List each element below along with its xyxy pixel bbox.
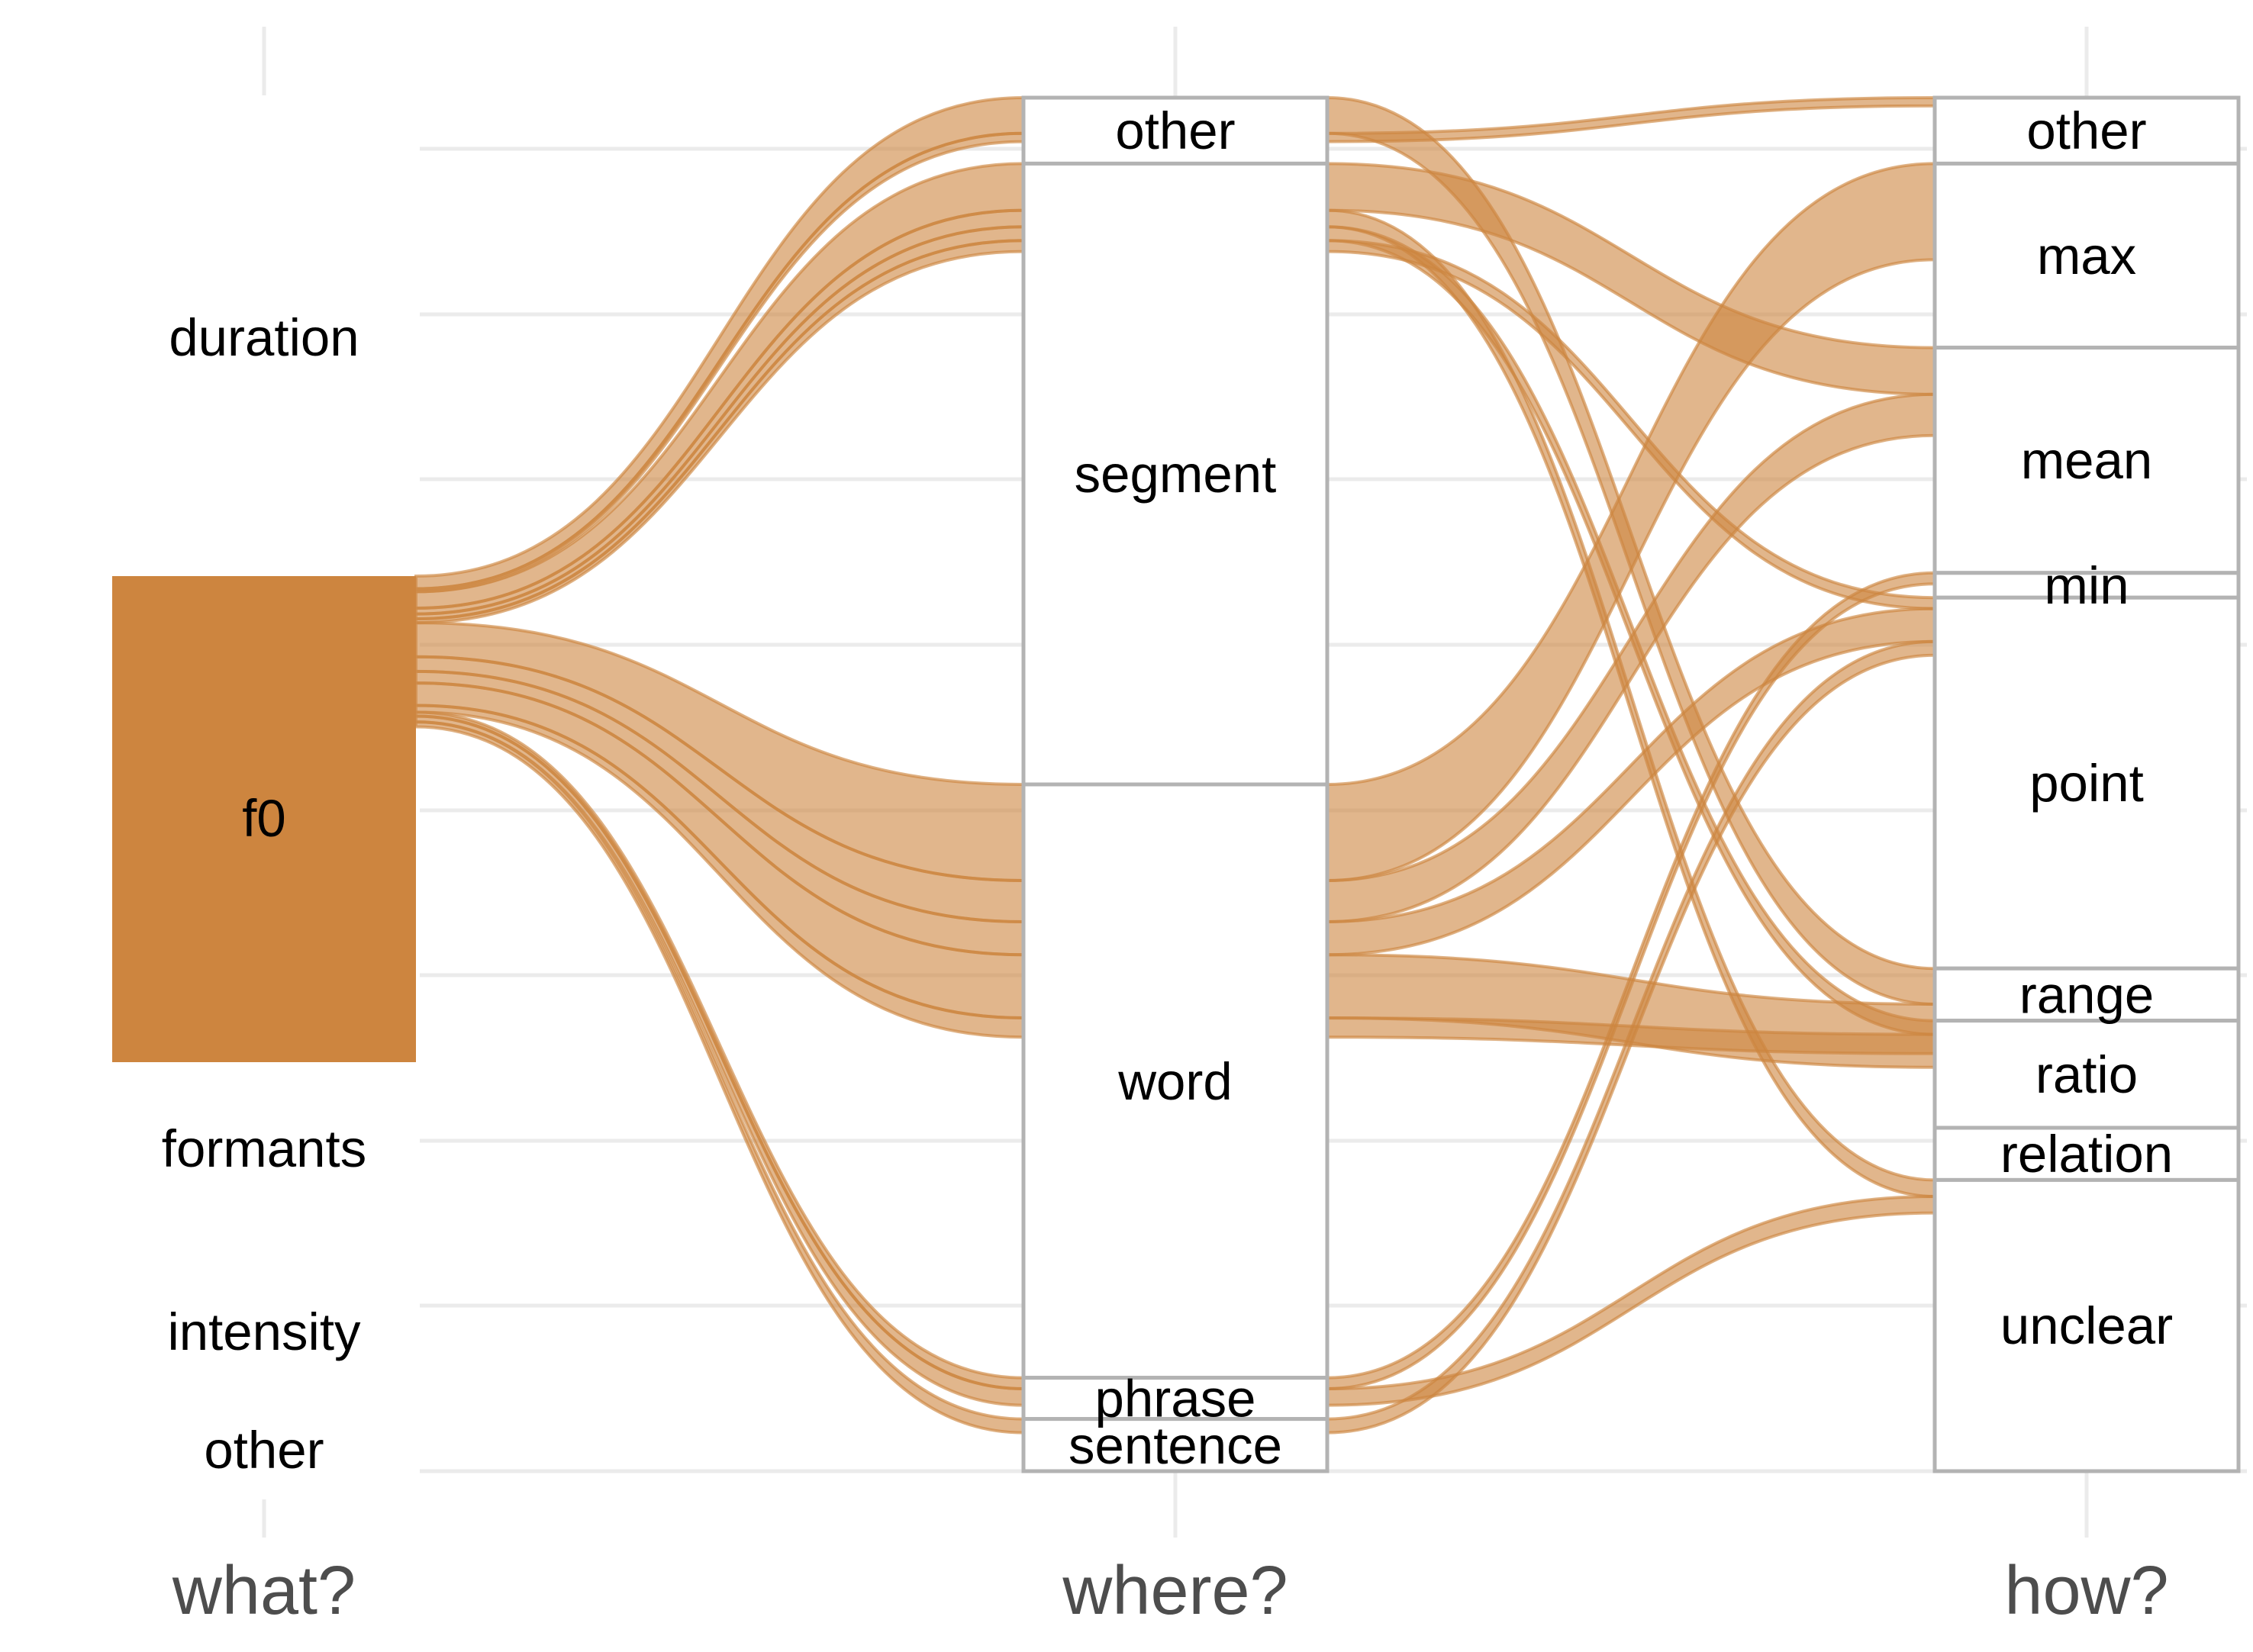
stratum-box-where-segment bbox=[1021, 161, 1330, 787]
flows bbox=[414, 95, 1936, 1435]
stratum-box-how-mean bbox=[1932, 346, 2241, 575]
stratum-label-how-relation: relation bbox=[2000, 1125, 2173, 1183]
stratum-label-where-other: other bbox=[1115, 101, 1235, 160]
stratum-label-how-max: max bbox=[2037, 227, 2136, 285]
stratum-label-how-other: other bbox=[2026, 101, 2146, 160]
stratum-box-f0 bbox=[112, 576, 416, 1062]
stratum-label-how-point: point bbox=[2029, 754, 2144, 813]
stratum-box-how-relation bbox=[1932, 1125, 2241, 1182]
stratum-label-where-segment: segment bbox=[1075, 445, 1277, 504]
stratum-label-how-min: min bbox=[2044, 556, 2129, 615]
flow-ribbon bbox=[1326, 1194, 1936, 1407]
axis-title-how: how? bbox=[2004, 1553, 2168, 1629]
stratum-label-where-word: word bbox=[1117, 1052, 1233, 1111]
stratum-label-how-unclear: unclear bbox=[2000, 1296, 2173, 1355]
stratum-box-how-unclear bbox=[1932, 1177, 2241, 1473]
stratum-box-where-word bbox=[1021, 782, 1330, 1380]
axis-labels: what? where? how? bbox=[172, 1553, 2169, 1629]
axis-title-where: where? bbox=[1062, 1553, 1288, 1629]
stratum-label-how-mean: mean bbox=[2021, 431, 2153, 490]
stratum-box-how-ratio bbox=[1932, 1019, 2241, 1130]
stratum-label-what-f0: f0 bbox=[242, 789, 286, 848]
axis-title-what: what? bbox=[172, 1553, 356, 1629]
stratum-label-what-duration: duration bbox=[169, 308, 359, 367]
stratum-label-how-ratio: ratio bbox=[2035, 1045, 2138, 1104]
stratum-label-what-formants: formants bbox=[162, 1119, 366, 1178]
stratum-label-where-phrase: phrase bbox=[1095, 1370, 1256, 1428]
stratum-box-where-sentence bbox=[1021, 1417, 1330, 1473]
stratum-box-where-other bbox=[1021, 95, 1330, 166]
stratum-box-how-range bbox=[1932, 966, 2241, 1023]
stratum-box-where-phrase bbox=[1021, 1376, 1330, 1422]
flow-ribbon bbox=[414, 208, 1025, 616]
stratum-label-what-intensity: intensity bbox=[167, 1303, 361, 1361]
stratum-label-where-sentence: sentence bbox=[1068, 1416, 1282, 1475]
strata: duration f0 formants intensity other other seg… bbox=[112, 95, 2241, 1480]
flow-ribbon bbox=[414, 95, 1025, 591]
flow-ribbon bbox=[1326, 95, 1936, 143]
stratum-label-what-other: other bbox=[204, 1421, 324, 1480]
stratum-label-how-range: range bbox=[2019, 965, 2154, 1024]
stratum-box-how-point bbox=[1932, 595, 2241, 971]
